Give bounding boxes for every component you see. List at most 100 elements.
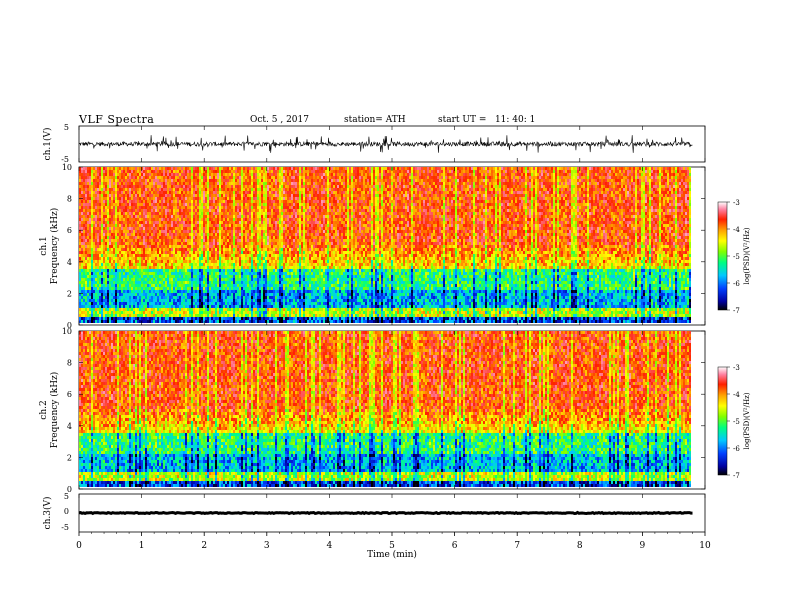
- spec-cell: [115, 245, 117, 248]
- spec-cell: [221, 239, 223, 242]
- spec-cell: [203, 236, 205, 239]
- spec-cell: [187, 260, 189, 263]
- spec-cell: [157, 269, 159, 272]
- spec-cell: [269, 281, 271, 284]
- spec-cell: [157, 227, 159, 230]
- spec-cell: [167, 224, 169, 227]
- spec-cell: [119, 317, 121, 320]
- spec-cell: [95, 314, 97, 317]
- spec-cell: [119, 272, 121, 275]
- spec-cell: [131, 245, 133, 248]
- spec-cell: [141, 263, 143, 266]
- spec-cell: [137, 203, 139, 206]
- spec-cell: [147, 272, 149, 275]
- spec-cell: [243, 239, 245, 242]
- spec-cell: [145, 239, 147, 242]
- spec-cell: [149, 266, 151, 269]
- spec-cell: [135, 221, 137, 224]
- spec-cell: [165, 176, 167, 179]
- spec-cell: [143, 167, 145, 170]
- spec-cell: [193, 287, 195, 290]
- spec-cell: [115, 182, 117, 185]
- spec-cell: [79, 218, 81, 221]
- spec-cell: [143, 302, 145, 305]
- spec-cell: [109, 287, 111, 290]
- spec-cell: [131, 170, 133, 173]
- spec-cell: [81, 287, 83, 290]
- spec-cell: [189, 311, 191, 314]
- spec-cell: [139, 317, 141, 320]
- spec-cell: [87, 212, 89, 215]
- spec-cell: [245, 242, 247, 245]
- spec-cell: [211, 206, 213, 209]
- spec-cell: [155, 239, 157, 242]
- spec-cell: [141, 239, 143, 242]
- spec-cell: [193, 302, 195, 305]
- spec-cell: [85, 176, 87, 179]
- spec-cell: [261, 245, 263, 248]
- spec-cell: [131, 251, 133, 254]
- spec-cell: [115, 251, 117, 254]
- spec-cell: [267, 278, 269, 281]
- spec-cell: [239, 260, 241, 263]
- spec-cell: [101, 236, 103, 239]
- spec-cell: [101, 275, 103, 278]
- spec-cell: [205, 212, 207, 215]
- spec-cell: [209, 248, 211, 251]
- spec-cell: [145, 218, 147, 221]
- spec-cell: [163, 290, 165, 293]
- spec-cell: [113, 185, 115, 188]
- spec-cell: [223, 200, 225, 203]
- spec-cell: [81, 305, 83, 308]
- spec-cell: [223, 230, 225, 233]
- spec-cell: [153, 281, 155, 284]
- spec-cell: [161, 170, 163, 173]
- spec-cell: [183, 191, 185, 194]
- spec-cell: [233, 167, 235, 170]
- spec-cell: [161, 185, 163, 188]
- spec-cell: [239, 227, 241, 230]
- spec-cell: [79, 257, 81, 260]
- spec-cell: [261, 224, 263, 227]
- spec-cell: [193, 260, 195, 263]
- spec-cell: [207, 272, 209, 275]
- spec-cell: [217, 197, 219, 200]
- spec-cell: [149, 197, 151, 200]
- spec-cell: [119, 266, 121, 269]
- spec-cell: [235, 212, 237, 215]
- spec-cell: [247, 212, 249, 215]
- spec-cell: [139, 290, 141, 293]
- spec-cell: [113, 218, 115, 221]
- spec-cell: [229, 167, 231, 170]
- spec-cell: [199, 209, 201, 212]
- spec-cell: [185, 215, 187, 218]
- spec-cell: [185, 278, 187, 281]
- spec-cell: [203, 176, 205, 179]
- spec-cell: [243, 278, 245, 281]
- spec-cell: [81, 224, 83, 227]
- spec-cell: [129, 200, 131, 203]
- spec-cell: [175, 281, 177, 284]
- spec-cell: [79, 209, 81, 212]
- spec-cell: [147, 242, 149, 245]
- spec-cell: [79, 212, 81, 215]
- spec-cell: [245, 191, 247, 194]
- spec-cell: [215, 284, 217, 287]
- spec-cell: [229, 245, 231, 248]
- spec-cell: [193, 188, 195, 191]
- spec-cell: [211, 281, 213, 284]
- spec-cell: [145, 302, 147, 305]
- spec-cell: [175, 287, 177, 290]
- spec-cell: [141, 278, 143, 281]
- spec-cell: [149, 257, 151, 260]
- spec-cell: [89, 248, 91, 251]
- spec-cell: [213, 290, 215, 293]
- spec-cell: [187, 191, 189, 194]
- spec-cell: [199, 248, 201, 251]
- spec-cell: [203, 197, 205, 200]
- spec-cell: [131, 302, 133, 305]
- spec-cell: [95, 176, 97, 179]
- spec-cell: [183, 224, 185, 227]
- spec-cell: [163, 173, 165, 176]
- spec-cell: [183, 185, 185, 188]
